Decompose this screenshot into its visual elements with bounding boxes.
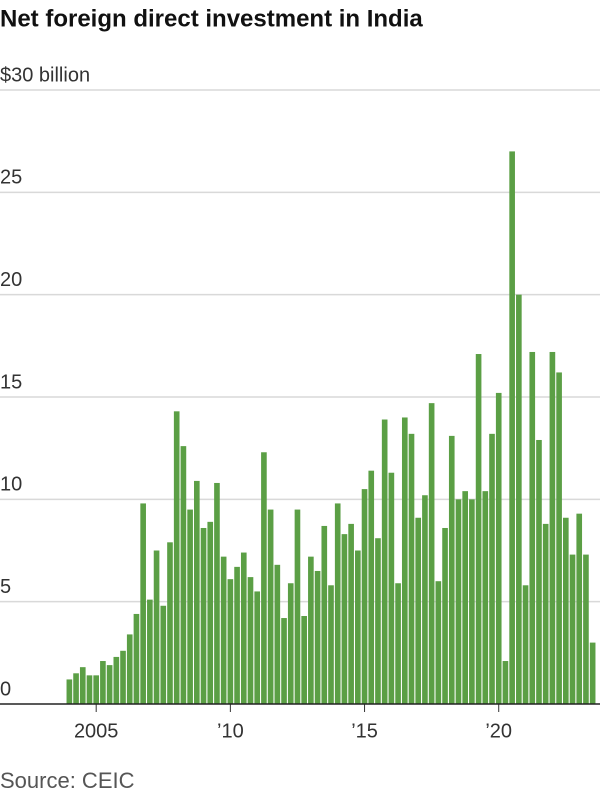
bar	[442, 527, 448, 704]
bar	[113, 656, 120, 704]
bar	[375, 538, 381, 704]
bar	[153, 550, 160, 704]
bar	[126, 634, 133, 704]
bar	[509, 151, 515, 704]
bar	[495, 392, 502, 704]
bar	[308, 556, 314, 704]
bar	[355, 550, 361, 704]
bar	[334, 503, 341, 704]
bar	[388, 472, 395, 704]
bar	[187, 509, 193, 704]
bar	[576, 513, 583, 704]
bar	[408, 433, 415, 704]
bar	[301, 615, 307, 704]
y-tick-label: 10	[0, 474, 22, 496]
y-tick-label: $30 billion	[0, 64, 90, 86]
bar	[395, 583, 401, 704]
bar	[469, 499, 475, 704]
bar	[200, 527, 207, 704]
bar	[194, 480, 200, 704]
bar	[522, 585, 529, 704]
bar	[462, 491, 468, 704]
bar	[489, 433, 495, 704]
bar	[281, 618, 287, 704]
bar	[448, 435, 455, 704]
bar	[207, 521, 214, 704]
bar	[93, 675, 100, 704]
bar	[247, 577, 254, 704]
bar	[502, 661, 509, 704]
bar	[583, 554, 589, 704]
bar	[227, 579, 234, 704]
bar	[529, 351, 536, 704]
bar	[167, 542, 173, 704]
bar	[435, 581, 442, 704]
bar	[220, 556, 227, 704]
y-tick-label: 5	[0, 576, 11, 598]
x-tick-label: 2005	[74, 720, 119, 742]
x-tick-label: ’20	[485, 720, 512, 742]
bar	[140, 503, 146, 704]
bar	[328, 585, 334, 704]
bar	[341, 534, 348, 704]
bar	[86, 675, 93, 704]
bar	[79, 667, 86, 704]
bar	[267, 509, 274, 704]
y-tick-label: 15	[0, 371, 22, 393]
bar	[415, 517, 422, 704]
bar	[274, 564, 281, 704]
y-tick-label: 25	[0, 167, 22, 189]
bar	[542, 523, 549, 704]
bar	[536, 439, 542, 704]
bar	[147, 599, 153, 704]
y-tick-label: 20	[0, 269, 22, 291]
bar	[120, 650, 126, 704]
bar	[475, 354, 482, 704]
bar	[106, 665, 113, 704]
bar	[66, 679, 73, 704]
bar	[381, 419, 388, 704]
bar	[516, 294, 522, 704]
bar	[100, 661, 106, 704]
bar	[173, 411, 180, 704]
bar	[287, 583, 294, 704]
bar	[321, 525, 328, 704]
bar	[234, 566, 240, 704]
source: Source: CEIC	[0, 768, 135, 793]
bar	[240, 552, 247, 704]
bar	[214, 482, 220, 704]
bar	[261, 452, 267, 704]
bar	[455, 499, 462, 704]
bar	[562, 517, 569, 704]
chart-title: Net foreign direct investment in India	[0, 5, 423, 32]
bar	[348, 523, 354, 704]
bar	[589, 642, 596, 704]
bar	[482, 491, 489, 704]
bar	[133, 613, 140, 704]
bar	[73, 673, 79, 704]
y-tick-label: 0	[0, 678, 11, 700]
bar	[294, 509, 301, 704]
x-tick-label: ’10	[217, 720, 244, 742]
bar	[569, 554, 576, 704]
bar	[180, 446, 187, 704]
bar	[254, 591, 261, 704]
bar	[368, 470, 375, 704]
bar	[422, 495, 428, 704]
bar	[160, 605, 167, 704]
bar	[314, 570, 321, 704]
bar	[556, 372, 562, 704]
bar	[428, 403, 435, 704]
bar	[361, 489, 368, 704]
bar	[549, 351, 556, 704]
bar	[401, 417, 408, 704]
x-tick-label: ’15	[351, 720, 378, 742]
